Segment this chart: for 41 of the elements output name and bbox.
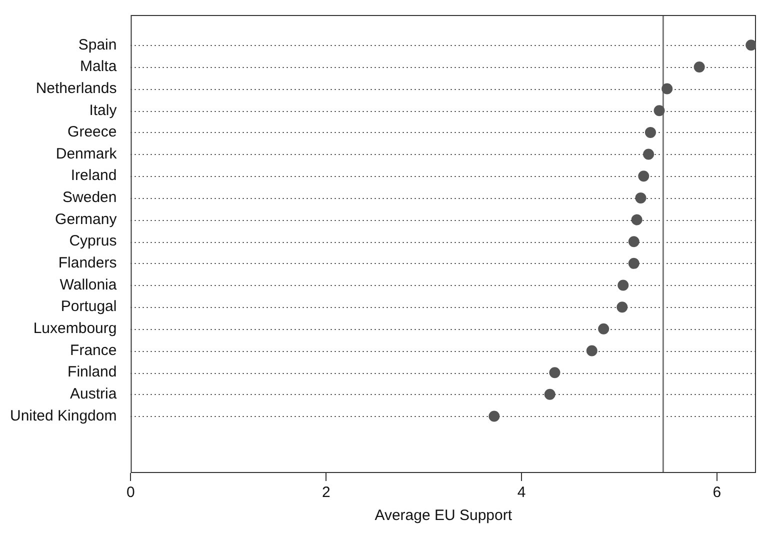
point (746, 40, 756, 51)
y-tick-label: Greece (68, 124, 117, 141)
y-tick-label: Flanders (58, 254, 117, 272)
x-axis-title: Average EU Support (374, 507, 513, 524)
y-tick-label: United Kingdom (10, 407, 117, 424)
point (631, 214, 642, 226)
y-tick-label: Sweden (62, 189, 117, 206)
y-tick-label: Finland (68, 364, 117, 381)
y-tick-label: Cyprus (69, 232, 117, 250)
x-tick-label: 4 (517, 484, 526, 502)
point (549, 367, 560, 378)
point (628, 236, 640, 248)
point (644, 126, 656, 138)
y-tick-label: Austria (70, 386, 118, 403)
y-tick-label: France (70, 342, 117, 359)
point (654, 105, 665, 116)
y-tick-label: Spain (78, 36, 117, 54)
y-tick-label: Denmark (56, 145, 118, 162)
y-tick-label: Germany (55, 210, 118, 228)
point (598, 323, 610, 334)
x-tick-label: 6 (712, 484, 722, 502)
y-tick-label: Netherlands (36, 80, 117, 97)
y-tick-label: Malta (80, 58, 118, 76)
point (616, 302, 628, 313)
y-tick-label: Luxembourg (33, 320, 117, 338)
point (544, 388, 556, 400)
point (638, 170, 650, 182)
point (694, 61, 705, 72)
point (618, 280, 629, 291)
y-tick-label: Portugal (60, 298, 117, 316)
point (488, 410, 500, 422)
point (643, 148, 654, 160)
point (586, 345, 598, 356)
y-tick-label: Wallonia (60, 276, 118, 294)
y-tick-label: Ireland (70, 167, 117, 184)
point (635, 192, 646, 204)
y-tick-label: Italy (89, 102, 118, 119)
x-tick-label: 0 (126, 484, 135, 502)
x-tick-label: 2 (322, 484, 330, 502)
point (628, 258, 640, 269)
point (662, 83, 673, 94)
